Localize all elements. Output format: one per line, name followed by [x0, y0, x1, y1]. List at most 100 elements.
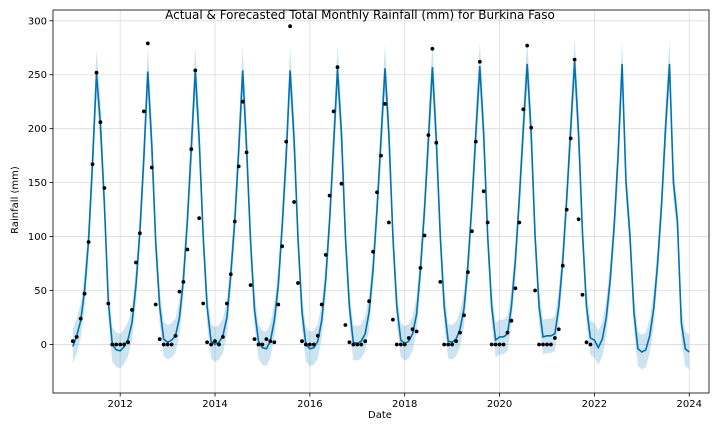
actual-point [580, 292, 585, 297]
y-tick-label: 50 [34, 286, 47, 297]
actual-point [343, 323, 348, 327]
actual-point [185, 247, 190, 252]
actual-points [70, 24, 593, 347]
actual-point [244, 150, 249, 155]
actual-point [327, 193, 332, 198]
actual-point [153, 302, 158, 307]
actual-point [177, 289, 182, 294]
actual-point [588, 342, 593, 347]
actual-point [74, 335, 79, 339]
actual-point [173, 333, 178, 338]
actual-point [462, 313, 466, 318]
actual-point [537, 342, 541, 347]
actual-point [82, 291, 87, 296]
actual-point [331, 109, 336, 114]
x-axis-label: Date [368, 410, 392, 421]
actual-point [134, 260, 138, 265]
actual-point [311, 342, 316, 347]
actual-point [157, 337, 162, 341]
actual-point [556, 327, 561, 332]
y-axis-ticks: 0 50 100 150 200 250 300 [28, 16, 53, 351]
y-tick-label: 150 [28, 178, 47, 189]
y-tick-label: 300 [28, 16, 47, 27]
actual-point [319, 302, 324, 307]
actual-point [106, 301, 111, 306]
actual-point [426, 133, 431, 138]
x-tick-label: 2014 [202, 399, 227, 410]
actual-point [221, 335, 225, 339]
actual-point [161, 342, 166, 347]
actual-point [149, 165, 154, 170]
actual-point [209, 342, 214, 347]
actual-point [248, 283, 253, 287]
actual-point [473, 139, 478, 144]
actual-point [145, 41, 150, 46]
actual-point [225, 301, 229, 306]
actual-point [553, 336, 557, 340]
actual-point [458, 330, 462, 335]
actual-point [272, 340, 277, 345]
y-axis-label: Rainfall (mm) [10, 166, 21, 234]
actual-point [138, 231, 142, 236]
actual-point [430, 46, 435, 51]
actual-point [379, 153, 383, 158]
actual-point [201, 301, 206, 306]
x-gridlines [119, 10, 690, 393]
actual-point [398, 342, 403, 347]
actual-point [501, 342, 506, 347]
actual-point [576, 217, 581, 222]
actual-point [189, 147, 194, 152]
actual-point [521, 107, 526, 112]
actual-point [315, 333, 320, 338]
actual-point [193, 68, 198, 73]
actual-point [450, 342, 454, 347]
actual-point [529, 125, 534, 130]
actual-point [323, 253, 328, 257]
actual-point [387, 220, 391, 225]
actual-point [568, 136, 573, 141]
actual-point [497, 342, 502, 347]
actual-point [549, 342, 553, 347]
actual-point [513, 286, 518, 291]
actual-point [414, 329, 419, 334]
actual-point [406, 336, 411, 340]
actual-point [505, 330, 510, 335]
y-tick-label: 0 [41, 340, 47, 351]
actual-point [280, 244, 285, 249]
actual-point [126, 340, 130, 345]
chart-title: Actual & Forecasted Total Monthly Rainfa… [165, 8, 555, 22]
actual-point [355, 342, 360, 347]
actual-point [335, 65, 340, 70]
actual-point [351, 342, 356, 347]
actual-point [308, 342, 312, 347]
actual-point [525, 43, 530, 48]
x-tick-label: 2016 [297, 399, 322, 410]
actual-point [442, 342, 447, 347]
actual-point [422, 233, 427, 238]
y-tick-label: 200 [28, 124, 47, 135]
actual-point [122, 342, 126, 347]
actual-point [118, 342, 123, 347]
actual-point [288, 24, 292, 29]
actual-point [470, 229, 474, 234]
axes-frame [52, 9, 710, 394]
actual-point [90, 162, 95, 167]
actual-point [466, 270, 470, 275]
actual-point [252, 337, 257, 341]
actual-point [481, 189, 486, 194]
actual-point [434, 140, 439, 145]
actual-point [375, 190, 379, 195]
actual-point [564, 207, 569, 212]
actual-point [300, 339, 304, 344]
y-tick-label: 100 [28, 232, 47, 243]
actual-point [130, 308, 134, 312]
actual-point [359, 342, 364, 347]
actual-point [114, 342, 119, 347]
y-tick-label: 250 [28, 70, 47, 81]
actual-point [232, 219, 237, 224]
actual-point [545, 342, 549, 347]
actual-point [339, 181, 344, 186]
actual-point [438, 280, 443, 284]
